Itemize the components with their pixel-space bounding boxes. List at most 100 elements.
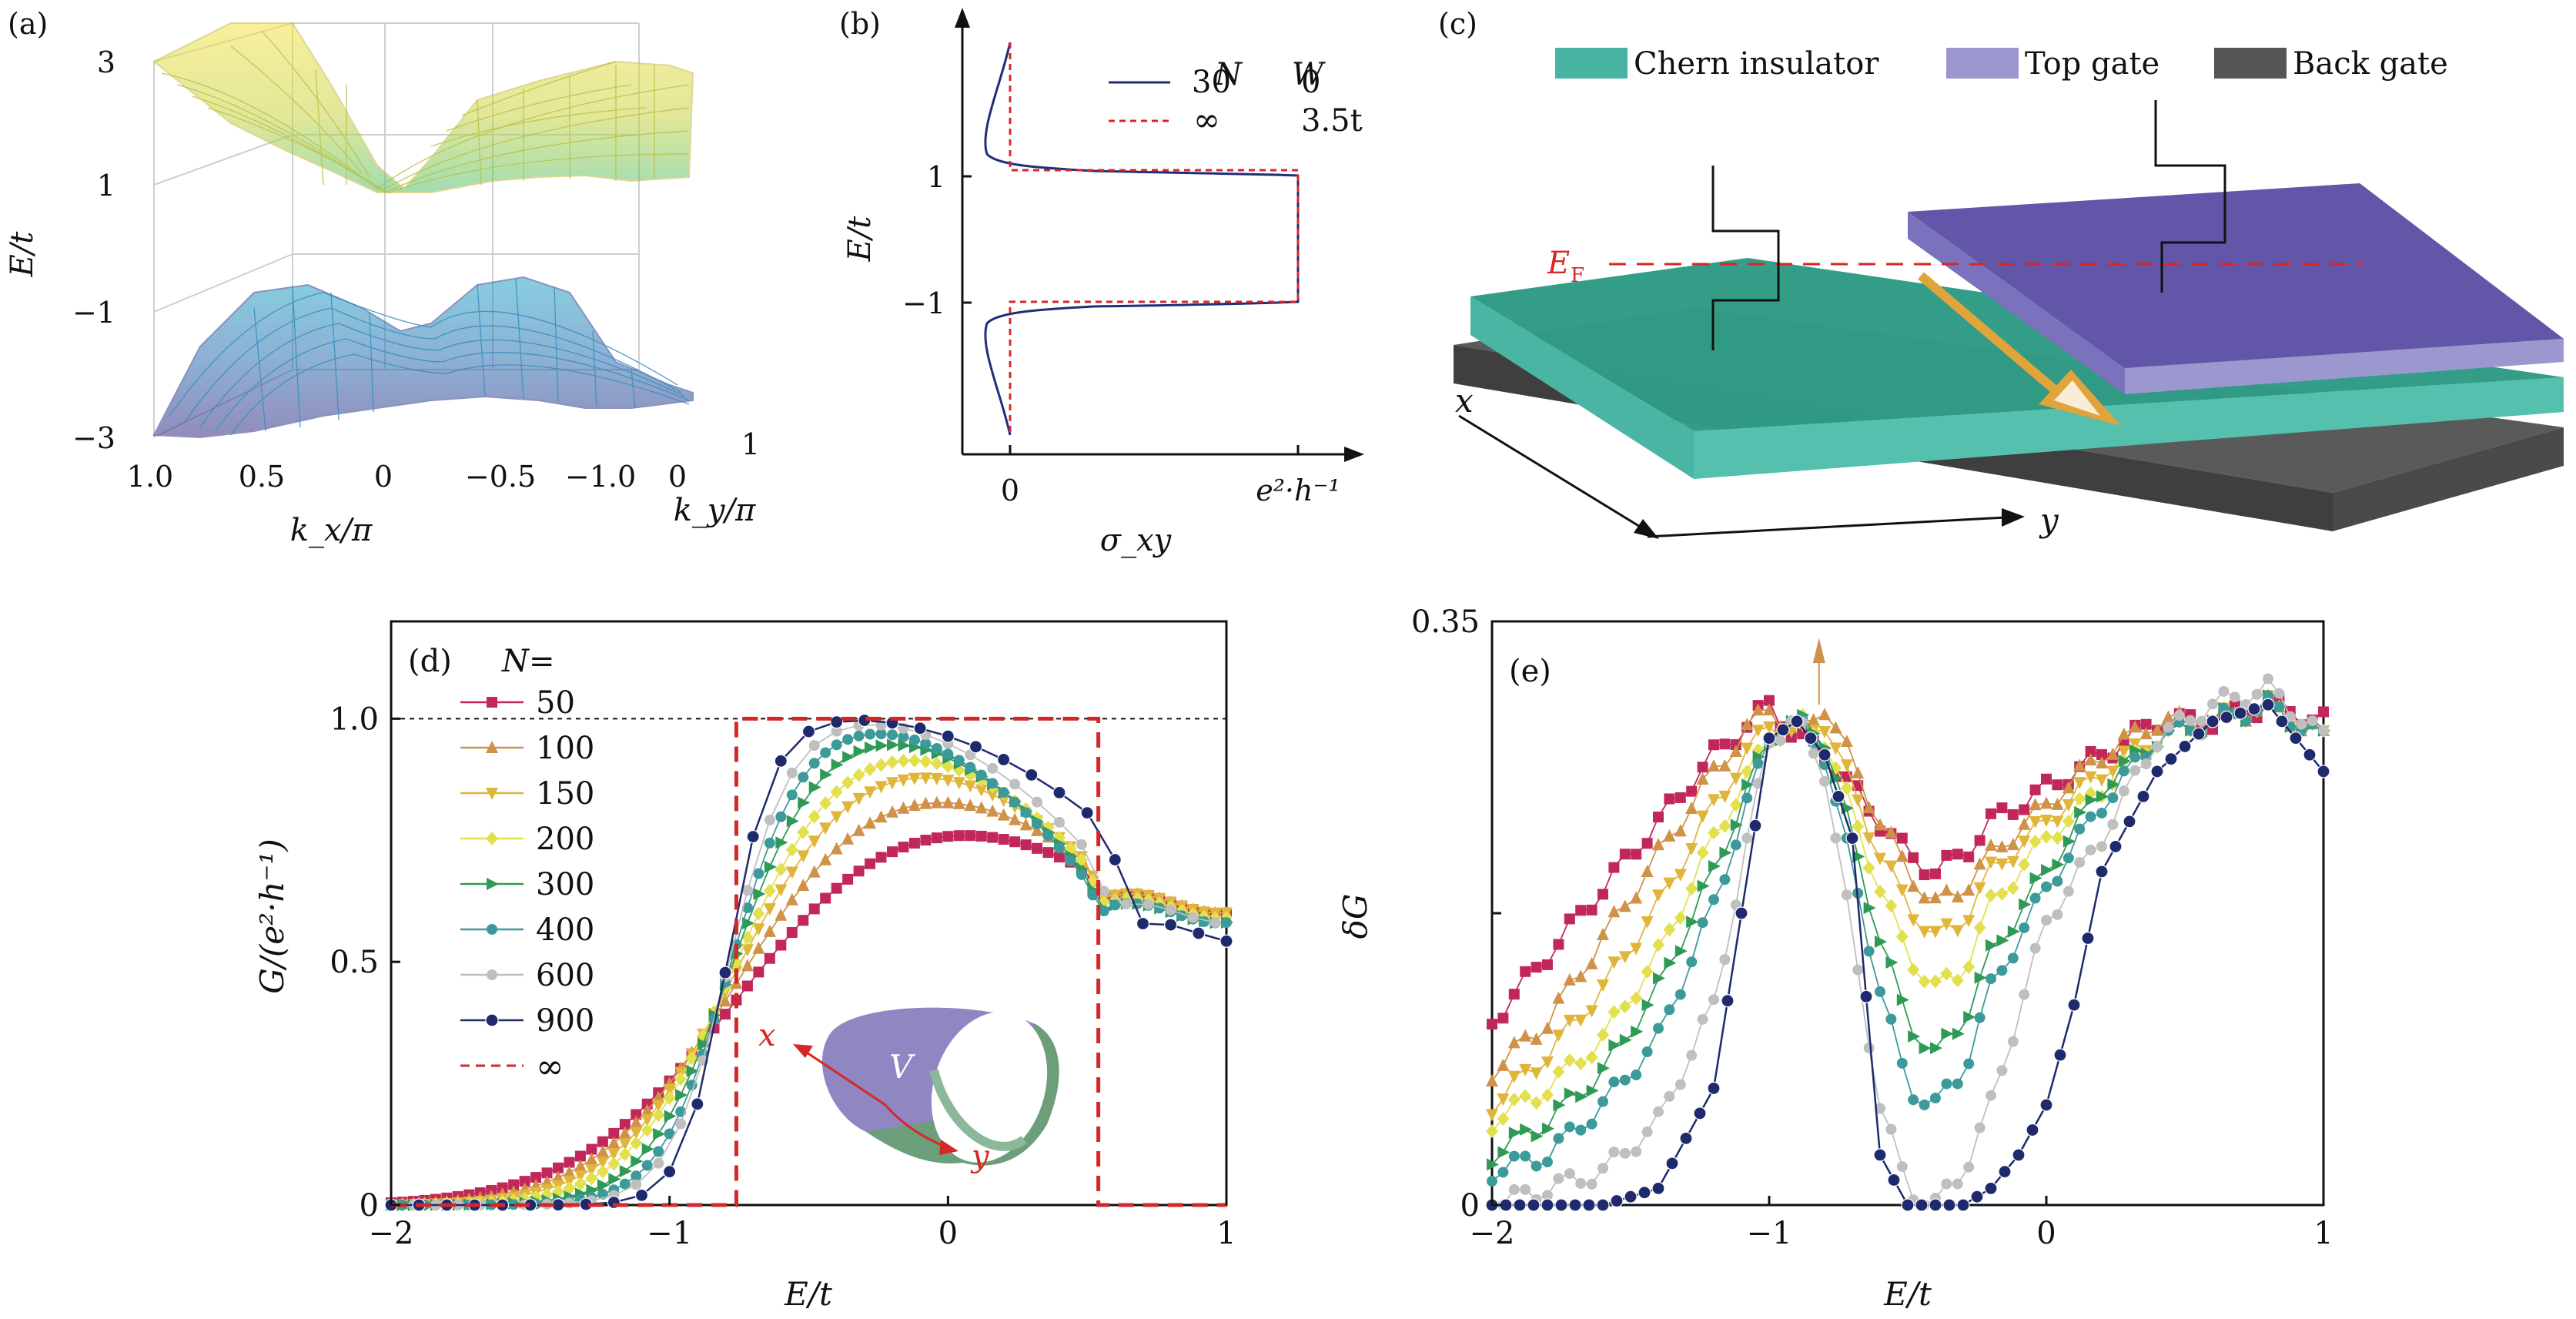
d-series-50-point [853, 865, 865, 877]
e-series-400-point [2019, 922, 2030, 933]
d-series-50-point [987, 832, 999, 843]
e-series-100-point [1663, 829, 1676, 842]
b-legend-30: 30 [1192, 65, 1231, 100]
e-series-600-point [1708, 994, 1719, 1006]
e-series-150-point [1674, 869, 1687, 882]
e-series-600-point [1542, 1190, 1553, 1201]
d-series-100-point [641, 1103, 654, 1116]
d-series-200-point [618, 1147, 631, 1162]
d-series-600-point [808, 740, 820, 752]
d-series-50-point [1054, 852, 1065, 863]
d-series-150-point [785, 866, 798, 879]
d-series-100-point [596, 1144, 609, 1157]
e-series-900-point [2123, 815, 2136, 829]
e-series-100-point [1918, 891, 1931, 904]
d-series-50-point [775, 939, 787, 951]
d-series-300-point [608, 1173, 621, 1186]
e-ytick-1: 0.35 [1411, 604, 1480, 640]
e-series-400-point [1520, 1150, 1531, 1162]
e-series-400-point [1653, 1023, 1664, 1034]
e-series-150-point [1951, 925, 1964, 938]
d-series-100-point [785, 892, 798, 906]
e-series-600-point [2263, 673, 2273, 685]
d-series-50-point [1042, 847, 1054, 859]
e-series-600-point [2140, 758, 2152, 770]
d-series-900-point [746, 829, 760, 844]
e-series-400-point [2263, 690, 2273, 701]
d-series-400-point [686, 1080, 698, 1091]
e-series-50-point [1908, 852, 1919, 863]
d-inset-V: V [889, 1048, 915, 1086]
d-series-300-point [875, 739, 888, 752]
e-series-150-point [1519, 1063, 1532, 1076]
d-series-600-point [675, 1118, 687, 1130]
d-series-400-point [865, 728, 876, 740]
e-series-300-point [1542, 1122, 1554, 1135]
d-series-50-point [519, 1176, 530, 1187]
d-series-400-point [853, 730, 865, 742]
e-series-200-point [1718, 819, 1731, 833]
d-series-300-point [619, 1165, 632, 1178]
d-series-50-point [920, 835, 932, 846]
e-series-400-point [1674, 989, 1686, 1000]
e-series-50-point [1553, 939, 1564, 950]
d-series-50-point [808, 903, 820, 915]
e-series-400-point [1686, 956, 1698, 968]
c-y-axis-label: y [2039, 501, 2059, 539]
d-series-50-point [798, 915, 809, 926]
d-series-100-point [986, 804, 999, 817]
d-series-400-point [1054, 842, 1065, 854]
d-series-50-point [1032, 842, 1043, 854]
e-series-400-point [1963, 1058, 1975, 1070]
d-series-400-point [1221, 917, 1232, 929]
d-inset-y: y [970, 1139, 990, 1174]
e-series-400-point [2129, 752, 2141, 763]
d-series-600-point [786, 767, 798, 778]
d-series-300-point [741, 916, 754, 929]
d-series-100-point [875, 810, 888, 823]
e-series-100-point [1674, 824, 1687, 837]
d-series-50-point [753, 966, 764, 978]
e-series-900-point [2150, 765, 2164, 778]
e-series-100-point [1862, 801, 1875, 814]
d-series-100-point [886, 805, 898, 818]
d-xtick-3: 1 [1216, 1216, 1236, 1251]
e-series-150-point [2073, 777, 2086, 790]
d-series-100-line [390, 802, 1227, 1205]
d-series-200-point [930, 756, 943, 771]
d-series-100-point [741, 959, 754, 972]
d-series-150-point [663, 1083, 676, 1096]
d-legend-marker-300 [487, 878, 499, 890]
e-series-300-point [1653, 972, 1665, 985]
d-inset-zero: 0 [966, 1099, 985, 1133]
e-series-600-point [1664, 1090, 1675, 1102]
d-series-inf [391, 716, 1226, 1207]
d-series-200-point [886, 755, 898, 769]
e-series-900-point [2136, 789, 2150, 804]
e-series-900-point [1568, 1198, 1582, 1212]
e-series-100-point [1486, 1074, 1498, 1087]
e-series-150-point [1840, 759, 1853, 772]
e-series-50-point [1608, 862, 1620, 873]
e-series-100-point [2162, 710, 2175, 723]
e-series-150-point [1973, 882, 1986, 895]
e-series-400-point [1597, 1096, 1608, 1107]
e-series-400-point [2085, 811, 2096, 822]
d-series-150-point [774, 884, 788, 897]
e-series-50-point [2007, 808, 2019, 820]
e-series-100-point [2018, 817, 2031, 830]
d-series-150-point [942, 775, 955, 788]
e-series-150-point [1652, 889, 1664, 902]
d-series-100-point [808, 865, 821, 878]
d-series-150-point [852, 792, 865, 805]
d-legend-title: N= [501, 644, 555, 679]
panel-a-label: (a) [8, 7, 48, 41]
e-series-50-point [1619, 849, 1631, 860]
e-series-400-point [1875, 986, 1885, 997]
e-series-50-point [1930, 868, 1941, 879]
d-legend-label-inf: ∞ [536, 1047, 564, 1086]
panel-b: (b) 1 −1 0 e²·h⁻¹ E/t σ_xy N W 30 0 ∞ 3.… [839, 7, 1364, 558]
d-series-200-point [797, 825, 810, 839]
e-series-50-point [1653, 812, 1664, 823]
e-series-150-point [1751, 725, 1765, 738]
